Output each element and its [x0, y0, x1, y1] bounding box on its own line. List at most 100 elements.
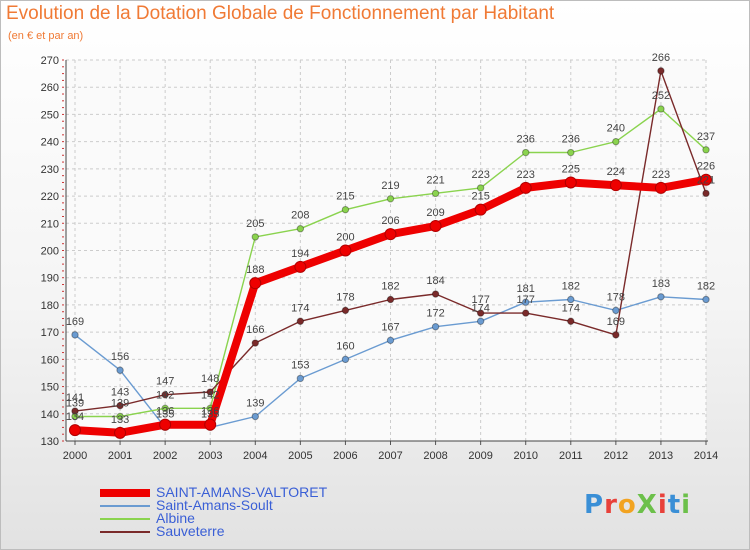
data-label: 237	[697, 131, 715, 143]
data-label: 223	[471, 169, 489, 181]
data-point	[296, 317, 305, 325]
data-point	[519, 181, 532, 194]
data-label: 208	[291, 210, 309, 222]
data-label: 160	[336, 340, 354, 352]
data-label: 184	[426, 275, 444, 287]
data-point	[431, 290, 440, 298]
data-label: 174	[562, 302, 580, 314]
data-label: 188	[246, 264, 264, 276]
data-label: 236	[562, 134, 580, 146]
legend-label: SAINT-AMANS-VALTORET	[156, 484, 328, 500]
data-label: 141	[66, 392, 84, 404]
data-label: 226	[697, 161, 715, 173]
data-point	[431, 189, 440, 198]
data-label: 135	[201, 408, 219, 420]
legend-label: Albine	[156, 510, 195, 526]
data-point	[114, 426, 127, 439]
x-tick-label: 2014	[694, 450, 718, 462]
y-tick-label: 230	[41, 164, 59, 176]
data-label: 240	[607, 123, 625, 135]
data-label: 172	[426, 308, 444, 320]
data-label: 135	[156, 408, 174, 420]
data-label: 182	[381, 280, 399, 292]
data-label: 223	[652, 169, 670, 181]
data-point	[654, 181, 667, 194]
legend-swatch	[100, 504, 150, 507]
data-label: 178	[336, 291, 354, 303]
x-tick-label: 2000	[63, 450, 87, 462]
data-point	[702, 295, 710, 304]
data-point	[522, 309, 530, 317]
data-point	[69, 424, 81, 437]
legend-label: Sauveterre	[156, 523, 225, 539]
data-point	[474, 203, 487, 216]
data-label: 215	[336, 191, 354, 203]
logo-letter: P	[584, 490, 605, 520]
data-point	[116, 366, 124, 374]
data-label: 215	[471, 191, 489, 203]
data-label: 169	[607, 316, 625, 328]
data-point	[116, 412, 124, 421]
data-label: 166	[246, 324, 264, 336]
x-tick-label: 2009	[468, 450, 492, 462]
y-tick-label: 170	[41, 327, 59, 339]
data-point	[612, 306, 620, 315]
y-tick-label: 270	[41, 55, 59, 67]
data-point	[386, 336, 395, 345]
data-point	[161, 391, 169, 399]
data-point	[251, 233, 259, 241]
data-point	[700, 173, 712, 186]
data-label: 266	[652, 52, 670, 64]
data-label: 221	[697, 174, 715, 186]
data-point	[339, 244, 352, 257]
data-point	[612, 137, 620, 146]
data-label: 156	[111, 351, 129, 363]
legend-swatch	[100, 530, 150, 533]
x-tick-label: 2008	[423, 450, 447, 462]
data-point	[567, 148, 575, 157]
x-tick-label: 2005	[288, 450, 312, 462]
x-tick-label: 2010	[513, 450, 537, 462]
y-tick-label: 160	[41, 354, 59, 366]
data-point	[116, 401, 124, 410]
data-label: 194	[291, 248, 309, 260]
data-point	[609, 179, 622, 192]
data-label: 178	[607, 291, 625, 303]
data-label: 219	[381, 180, 399, 192]
data-point	[386, 195, 395, 203]
data-label: 169	[66, 316, 84, 328]
data-label: 174	[291, 302, 309, 314]
data-point	[251, 339, 259, 347]
x-tick-label: 2006	[333, 450, 357, 462]
data-label: 143	[111, 387, 129, 399]
data-label: 136	[201, 406, 219, 418]
data-point	[341, 306, 350, 315]
x-tick-label: 2001	[108, 450, 132, 462]
data-point	[296, 225, 305, 233]
data-point	[476, 184, 485, 192]
data-label: 225	[562, 163, 580, 175]
data-point	[657, 293, 665, 301]
logo-letter: o	[617, 490, 637, 520]
data-label: 142	[201, 389, 219, 401]
y-tick-label: 200	[41, 246, 59, 258]
data-point	[251, 412, 259, 421]
data-label: 174	[471, 302, 489, 314]
data-point	[204, 418, 217, 431]
y-tick-label: 260	[41, 82, 59, 94]
y-tick-label: 180	[41, 300, 59, 312]
data-label: 252	[652, 90, 670, 102]
data-point	[159, 418, 172, 431]
data-point	[657, 105, 665, 113]
x-tick-label: 2003	[198, 450, 222, 462]
data-label: 139	[66, 398, 84, 410]
data-point	[71, 331, 79, 339]
data-point	[249, 277, 262, 290]
y-tick-label: 150	[41, 382, 59, 394]
legend-swatch	[100, 517, 150, 520]
y-tick-label: 210	[41, 218, 59, 230]
data-point	[71, 407, 79, 415]
data-point	[702, 189, 710, 198]
y-tick-label: 190	[41, 273, 59, 285]
data-label: 148	[201, 373, 219, 385]
